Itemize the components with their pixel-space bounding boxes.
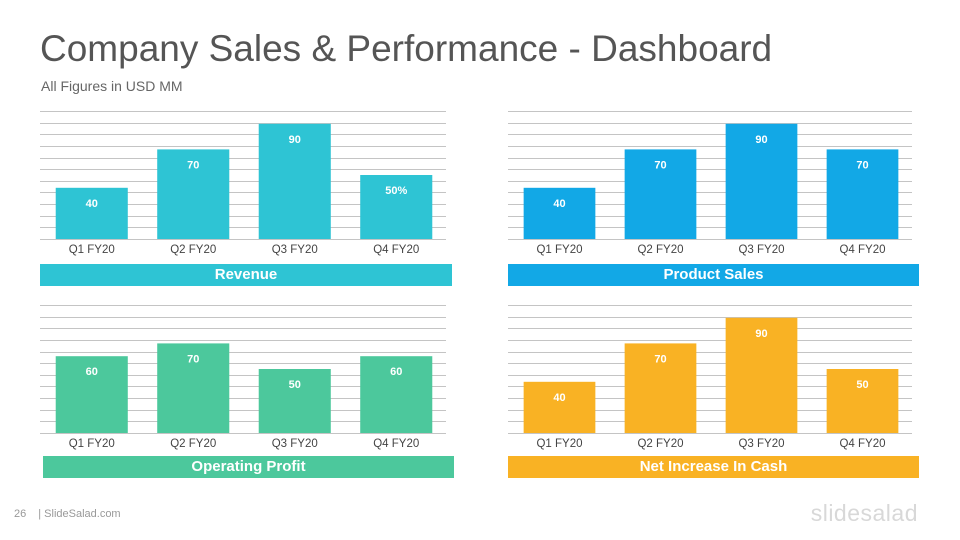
data-label: 60 xyxy=(390,366,402,378)
x-tick-label: Q2 FY20 xyxy=(637,244,683,256)
bar xyxy=(523,381,596,433)
operating-profit-chart-title: Operating Profit xyxy=(43,456,454,478)
bar xyxy=(826,149,899,239)
x-tick-label: Q1 FY20 xyxy=(69,438,115,450)
product-sales-chart-panel: 40 Q1 FY20 70 Q2 FY20 90 Q3 FY20 70 Q4 FY20 Pro… xyxy=(508,108,919,288)
x-tick-label: Q2 FY20 xyxy=(170,244,216,256)
net-increase-in-cash-chart-panel: 40 Q1 FY20 70 Q2 FY20 90 Q3 FY20 50 Q4 FY20 Net… xyxy=(508,302,919,482)
data-label: 90 xyxy=(755,328,767,340)
bar xyxy=(725,123,798,239)
data-label: 70 xyxy=(187,159,199,171)
x-tick-label: Q3 FY20 xyxy=(272,438,318,450)
page-title: Company Sales & Performance - Dashboard xyxy=(40,28,773,69)
bar xyxy=(55,187,128,239)
bar xyxy=(523,187,596,239)
footer-site: | SlideSalad.com xyxy=(38,508,121,520)
data-label: 40 xyxy=(553,198,565,210)
revenue-chart: 40 Q1 FY20 70 Q2 FY20 90 Q3 FY20 50% Q4 FY20 xyxy=(40,111,446,256)
data-label: 40 xyxy=(553,392,565,404)
x-tick-label: Q1 FY20 xyxy=(536,244,582,256)
bar xyxy=(624,149,697,239)
data-label: 50 xyxy=(289,379,301,391)
bar xyxy=(157,149,230,239)
data-label: 40 xyxy=(86,198,98,210)
data-label: 50 xyxy=(856,379,868,391)
x-tick-label: Q4 FY20 xyxy=(839,244,885,256)
x-tick-label: Q2 FY20 xyxy=(170,438,216,450)
bar xyxy=(258,369,331,433)
data-label: 90 xyxy=(289,134,301,146)
bar xyxy=(55,356,128,433)
operating-profit-chart: 60 Q1 FY20 70 Q2 FY20 50 Q3 FY20 60 Q4 FY20 xyxy=(40,305,446,450)
bar xyxy=(624,343,697,433)
x-tick-label: Q4 FY20 xyxy=(839,438,885,450)
page-subtitle: All Figures in USD MM xyxy=(41,78,183,94)
product-sales-chart-title: Product Sales xyxy=(508,264,919,286)
net-increase-in-cash-chart: 40 Q1 FY20 70 Q2 FY20 90 Q3 FY20 50 Q4 FY20 xyxy=(508,305,912,450)
data-label: 60 xyxy=(86,366,98,378)
data-label: 90 xyxy=(755,134,767,146)
operating-profit-chart-panel: 60 Q1 FY20 70 Q2 FY20 50 Q3 FY20 60 Q4 FY20 Ope… xyxy=(40,302,454,482)
x-tick-label: Q3 FY20 xyxy=(738,244,784,256)
revenue-chart-title: Revenue xyxy=(40,264,452,286)
data-label: 70 xyxy=(654,353,666,365)
x-tick-label: Q4 FY20 xyxy=(373,438,419,450)
net-increase-in-cash-chart-title: Net Increase In Cash xyxy=(508,456,919,478)
data-label: 70 xyxy=(654,159,666,171)
bar xyxy=(157,343,230,433)
data-label: 50% xyxy=(385,185,407,197)
bar xyxy=(258,123,331,239)
x-tick-label: Q2 FY20 xyxy=(637,438,683,450)
data-label: 70 xyxy=(856,159,868,171)
x-tick-label: Q4 FY20 xyxy=(373,244,419,256)
product-sales-chart: 40 Q1 FY20 70 Q2 FY20 90 Q3 FY20 70 Q4 FY20 xyxy=(508,111,912,256)
data-label: 70 xyxy=(187,353,199,365)
bar xyxy=(360,175,433,239)
bar xyxy=(360,356,433,433)
x-tick-label: Q3 FY20 xyxy=(272,244,318,256)
bar xyxy=(725,317,798,433)
bar xyxy=(826,369,899,433)
page-number: 26 xyxy=(14,508,27,520)
x-tick-label: Q3 FY20 xyxy=(738,438,784,450)
revenue-chart-panel: 40 Q1 FY20 70 Q2 FY20 90 Q3 FY20 50% Q4 FY20 Re… xyxy=(40,108,452,288)
x-tick-label: Q1 FY20 xyxy=(536,438,582,450)
brand-logo: slidesalad xyxy=(810,500,918,526)
x-tick-label: Q1 FY20 xyxy=(69,244,115,256)
footer: 26 | SlideSalad.com xyxy=(14,508,121,520)
